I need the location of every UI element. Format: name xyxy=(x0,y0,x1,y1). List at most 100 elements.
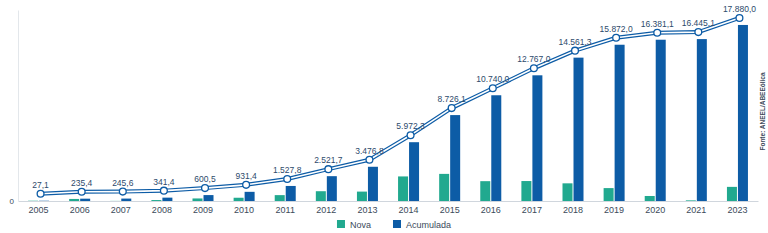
marker xyxy=(530,65,537,72)
bar xyxy=(80,199,90,201)
marker xyxy=(78,188,85,195)
bar xyxy=(727,187,737,201)
y-axis: 0 xyxy=(10,11,19,207)
bar xyxy=(686,200,696,201)
line-outline xyxy=(41,18,740,194)
marker xyxy=(407,132,414,139)
x-tick: 2014 xyxy=(399,201,419,215)
bar xyxy=(368,167,378,201)
data-labels: 27,1 235,4 245,6 341,4 600,5 931,4 1.527,8 2.52… xyxy=(32,4,756,190)
marker xyxy=(243,181,250,188)
data-label: 341,4 xyxy=(153,177,175,187)
marker xyxy=(284,176,291,183)
bar-series xyxy=(39,25,748,201)
bar xyxy=(656,40,666,201)
data-label: 14.561,3 xyxy=(558,37,591,47)
data-label: 17.880,0 xyxy=(723,4,756,14)
legend: NovaAcumulada xyxy=(337,220,451,230)
bar xyxy=(193,198,203,201)
data-label: 3.476,8 xyxy=(355,146,384,156)
bar xyxy=(357,192,367,201)
source: Fonte: ANEEL/ABEEólica xyxy=(759,72,766,151)
x-tick-label: 2016 xyxy=(481,205,501,215)
bar xyxy=(245,192,255,201)
x-tick-label: 2007 xyxy=(111,205,131,215)
bar xyxy=(738,25,748,201)
chart: 2005 2006 2007 2008 2009 2010 2011 2012 2013 2014… xyxy=(0,0,768,233)
x-tick: 2011 xyxy=(276,201,295,215)
x-tick: 2016 xyxy=(481,201,501,215)
legend-swatch xyxy=(337,220,345,228)
x-tick: 2012 xyxy=(316,201,336,215)
x-tick: 2010 xyxy=(234,201,254,215)
data-label: 15.872,0 xyxy=(600,24,633,34)
data-label: 931,4 xyxy=(235,171,257,181)
data-label: 235,4 xyxy=(71,178,93,188)
x-axis: 2005 2006 2007 2008 2009 2010 2011 2012 2013 2014… xyxy=(19,201,759,215)
bar xyxy=(450,115,460,201)
data-label: 1.527,8 xyxy=(273,165,302,175)
x-tick: 2005 xyxy=(29,201,49,215)
data-label: 5.972,3 xyxy=(396,121,425,131)
x-tick-label: 2014 xyxy=(399,205,419,215)
x-tick: 2018 xyxy=(563,201,583,215)
data-label: 16.381,1 xyxy=(641,19,674,29)
data-label: 245,6 xyxy=(112,178,134,188)
data-label: 16.445,1 xyxy=(682,18,715,28)
x-tick: 2021 xyxy=(686,201,706,215)
x-tick: 2019 xyxy=(604,201,624,215)
x-tick-label: 2005 xyxy=(29,205,49,215)
bar xyxy=(110,200,120,201)
bar xyxy=(234,198,244,201)
bar xyxy=(615,45,625,201)
x-tick-label: 2012 xyxy=(316,205,336,215)
bar xyxy=(275,195,285,201)
marker xyxy=(654,29,661,36)
x-tick-label: 2019 xyxy=(604,205,624,215)
line-series xyxy=(37,15,743,198)
x-tick-label: 2006 xyxy=(70,205,90,215)
marker xyxy=(448,105,455,112)
data-label: 12.767,0 xyxy=(517,54,550,64)
bar xyxy=(491,95,501,201)
marker xyxy=(489,85,496,92)
legend-item: Nova xyxy=(337,220,371,230)
x-tick: 2009 xyxy=(193,201,213,215)
marker xyxy=(325,166,332,173)
marker xyxy=(37,190,44,197)
bar xyxy=(121,199,131,201)
x-tick: 2006 xyxy=(70,201,90,215)
marker xyxy=(572,47,579,54)
bar xyxy=(39,200,49,201)
data-label: 2.521,7 xyxy=(314,155,343,165)
x-tick: 2008 xyxy=(152,201,172,215)
x-tick-label: 2013 xyxy=(357,205,377,215)
bar-series xyxy=(28,174,737,201)
bar xyxy=(327,176,337,201)
x-tick-label: 2010 xyxy=(234,205,254,215)
bar xyxy=(316,191,326,201)
data-label: 600,5 xyxy=(194,174,216,184)
bar xyxy=(439,174,449,201)
legend-swatch xyxy=(393,220,401,228)
bar xyxy=(480,181,490,201)
data-label: 10.740,0 xyxy=(476,74,509,84)
marker xyxy=(736,15,743,22)
bar xyxy=(409,142,419,201)
x-axis-line xyxy=(19,201,759,202)
x-tick-label: 2021 xyxy=(686,205,706,215)
marker xyxy=(695,29,702,36)
x-tick-label: 2011 xyxy=(276,205,295,215)
marker xyxy=(202,185,209,192)
x-tick: 2017 xyxy=(522,201,542,215)
bar xyxy=(398,176,408,201)
x-tick-label: 2009 xyxy=(193,205,213,215)
bar xyxy=(286,186,296,201)
data-label: 27,1 xyxy=(32,180,49,190)
plot-area xyxy=(28,15,748,201)
x-tick-label: 2008 xyxy=(152,205,172,215)
marker xyxy=(119,188,126,195)
marker xyxy=(366,156,373,163)
bar xyxy=(604,188,614,201)
bar xyxy=(563,183,573,201)
